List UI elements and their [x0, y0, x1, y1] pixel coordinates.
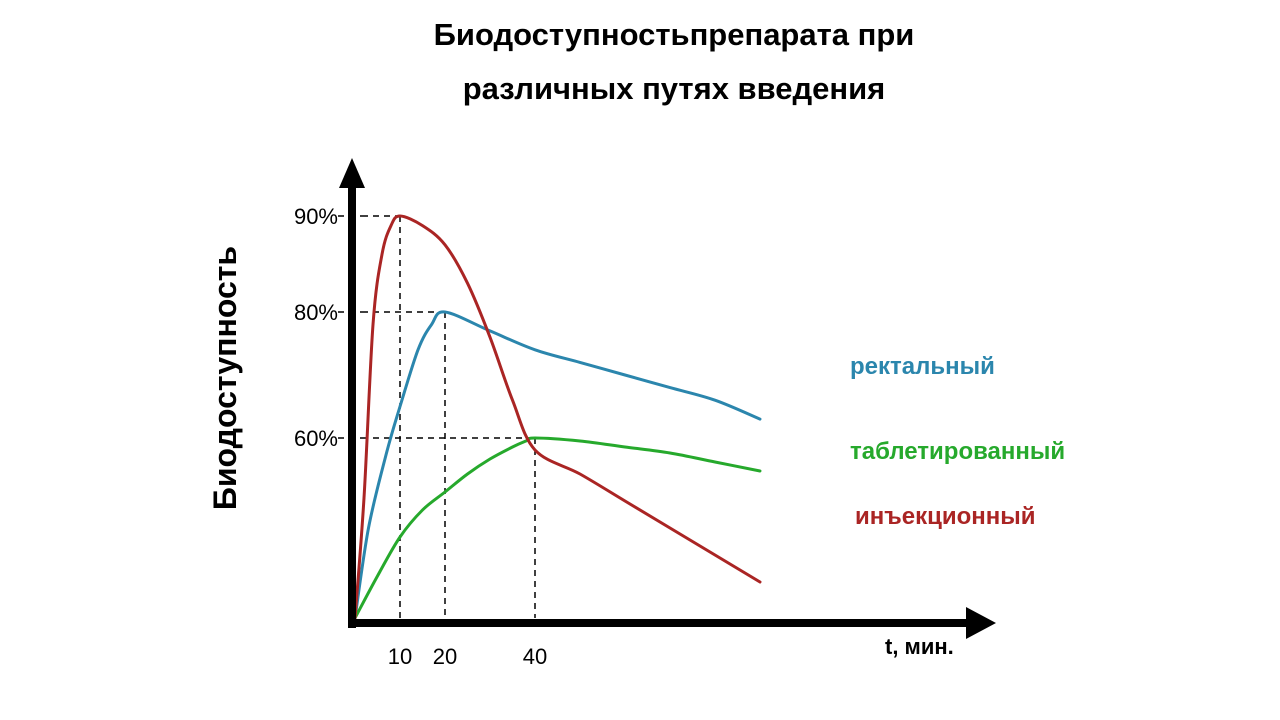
series-labels: ректальный таблетированный инъекционный: [850, 353, 1065, 530]
chart-title: Биодоступностьпрепарата при различных пу…: [0, 8, 1280, 116]
series-line-tablet: [353, 436, 762, 620]
y-axis-arrow: [339, 158, 365, 188]
y-tick-label-60: 60%: [294, 426, 338, 451]
series-label-injection: инъекционный: [855, 503, 1036, 530]
tick-labels: 90% 80% 60% 10 20 40: [294, 204, 547, 669]
guide-lines: [338, 215, 536, 618]
chart-title-line-2: различных путях введения: [462, 71, 886, 106]
x-tick-label-20: 20: [433, 644, 457, 669]
y-tick-label-80: 80%: [294, 300, 338, 325]
y-tick-label-90: 90%: [294, 204, 338, 229]
chart-title-line-1: Биодоступностьпрепарата при: [433, 17, 915, 52]
x-tick-label-40: 40: [523, 644, 547, 669]
x-axis-arrow: [966, 607, 996, 639]
series-line-injection: [353, 214, 762, 620]
series-lines: [353, 214, 762, 620]
y-axis-label: Биодоступность: [207, 246, 243, 510]
x-axis-label: t, мин.: [885, 634, 954, 659]
series-label-rectal: ректальный: [850, 353, 995, 380]
axes: [339, 158, 996, 639]
x-tick-label-10: 10: [388, 644, 412, 669]
series-label-tablet: таблетированный: [850, 438, 1065, 465]
series-line-rectal: [353, 310, 762, 620]
